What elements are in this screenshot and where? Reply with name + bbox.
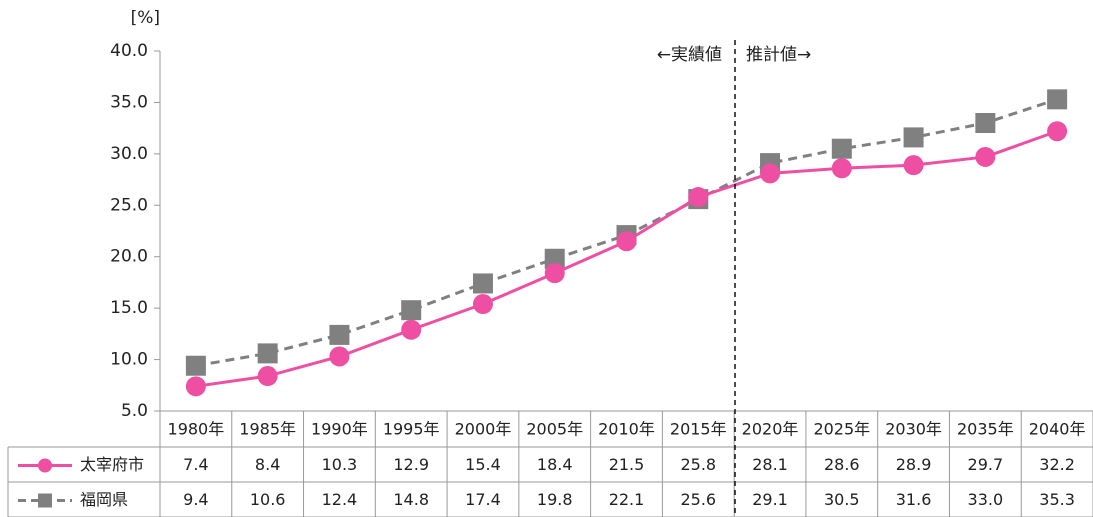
- x-tick-label: 2040年: [1029, 420, 1086, 439]
- table-value: 28.1: [752, 455, 788, 474]
- legend-marker: [38, 458, 52, 473]
- point: [472, 294, 493, 315]
- point: [472, 273, 493, 294]
- y-tick-label: 10.0: [110, 350, 148, 370]
- point: [831, 138, 852, 159]
- table-value: 22.1: [609, 490, 645, 509]
- table-value: 10.6: [250, 490, 286, 509]
- y-tick-label: 35.0: [110, 92, 148, 112]
- x-tick-label: 2005年: [526, 420, 583, 439]
- annotation: ←実績値: [657, 45, 722, 65]
- x-tick-label: 2015年: [670, 420, 727, 439]
- y-tick-label: 25.0: [110, 195, 148, 215]
- table-value: 25.8: [680, 455, 716, 474]
- table-value: 18.4: [537, 455, 573, 474]
- x-tick-label: 1980年: [168, 420, 225, 439]
- point: [975, 146, 996, 167]
- table-value: 29.7: [968, 455, 1004, 474]
- table-value: 17.4: [465, 490, 501, 509]
- table-value: 28.6: [824, 455, 860, 474]
- y-tick-label: 30.0: [110, 144, 148, 164]
- table-value: 30.5: [824, 490, 860, 509]
- point: [544, 248, 565, 269]
- point: [1047, 121, 1068, 142]
- x-tick-label: 2010年: [598, 420, 655, 439]
- table-value: 21.5: [609, 455, 645, 474]
- table-value: 32.2: [1039, 455, 1075, 474]
- y-tick-label: 20.0: [110, 247, 148, 267]
- table-value: 12.9: [393, 455, 429, 474]
- table-value: 19.8: [537, 490, 573, 509]
- table-value: 10.3: [322, 455, 358, 474]
- table-value: 7.4: [183, 455, 208, 474]
- point: [257, 343, 278, 364]
- point: [544, 263, 565, 284]
- table-value: 8.4: [255, 455, 280, 474]
- point: [903, 155, 924, 176]
- y-tick-label: 15.0: [110, 298, 148, 318]
- x-tick-label: 1995年: [383, 420, 440, 439]
- series-line: [195, 129, 1058, 388]
- x-tick-label: 2000年: [455, 420, 512, 439]
- x-tick-label: 2035年: [957, 420, 1014, 439]
- table-value: 28.9: [896, 455, 932, 474]
- point: [760, 163, 781, 184]
- table-value: 14.8: [393, 490, 429, 509]
- table-value: 9.4: [183, 490, 208, 509]
- x-tick-label: 1985年: [239, 420, 296, 439]
- x-tick-label: 1990年: [311, 420, 368, 439]
- point: [903, 127, 924, 148]
- point: [401, 319, 422, 340]
- point: [185, 376, 206, 397]
- x-tick-label: 2025年: [813, 420, 870, 439]
- table-value: 25.6: [680, 490, 716, 509]
- point: [975, 113, 996, 133]
- point: [329, 324, 350, 345]
- annotation: 推計値→: [746, 45, 811, 65]
- point: [257, 366, 278, 387]
- unit-label: [%]: [131, 8, 160, 28]
- x-tick-label: 2030年: [885, 420, 942, 439]
- table-value: 12.4: [322, 490, 358, 509]
- table-value: 31.6: [896, 490, 932, 509]
- table-value: 29.1: [752, 490, 788, 509]
- y-tick-label: 5.0: [121, 401, 148, 421]
- table-value: 33.0: [968, 490, 1004, 509]
- table-value: 15.4: [465, 455, 501, 474]
- x-tick-label: 2020年: [742, 420, 799, 439]
- point: [329, 346, 350, 367]
- legend-label: 太宰府市: [80, 455, 144, 474]
- point: [185, 355, 206, 376]
- point: [616, 231, 637, 252]
- table-value: 35.3: [1039, 490, 1075, 509]
- point: [1047, 89, 1068, 110]
- y-tick-label: 40.0: [110, 41, 148, 61]
- point: [401, 300, 422, 321]
- point: [688, 187, 709, 208]
- legend-marker: [38, 493, 52, 508]
- legend-label: 福岡県: [80, 490, 128, 509]
- point: [831, 158, 852, 179]
